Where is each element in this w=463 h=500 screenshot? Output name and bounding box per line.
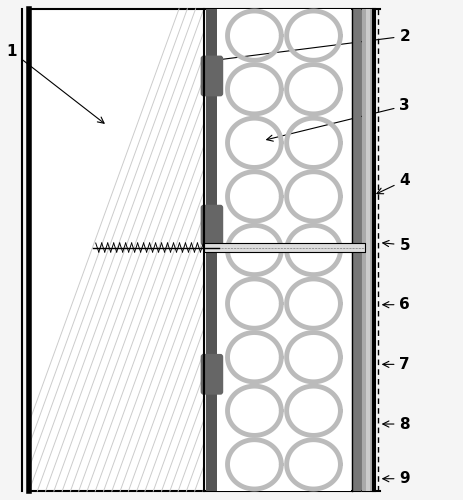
Bar xyxy=(362,9,366,491)
Text: 6: 6 xyxy=(383,297,410,312)
Bar xyxy=(370,9,372,491)
Text: 2: 2 xyxy=(213,28,410,63)
Text: 3: 3 xyxy=(267,98,410,141)
Bar xyxy=(204,243,365,252)
Bar xyxy=(352,9,361,491)
FancyBboxPatch shape xyxy=(200,205,223,246)
FancyBboxPatch shape xyxy=(200,354,223,395)
Bar xyxy=(29,9,204,491)
Bar xyxy=(206,9,217,491)
FancyBboxPatch shape xyxy=(200,56,223,96)
Bar xyxy=(366,9,369,491)
Bar xyxy=(217,9,351,491)
Text: 5: 5 xyxy=(383,238,410,252)
Text: 4: 4 xyxy=(377,173,410,194)
Text: 9: 9 xyxy=(383,471,410,486)
Text: 8: 8 xyxy=(383,416,410,432)
Text: 7: 7 xyxy=(383,357,410,372)
Text: 1: 1 xyxy=(6,44,104,123)
